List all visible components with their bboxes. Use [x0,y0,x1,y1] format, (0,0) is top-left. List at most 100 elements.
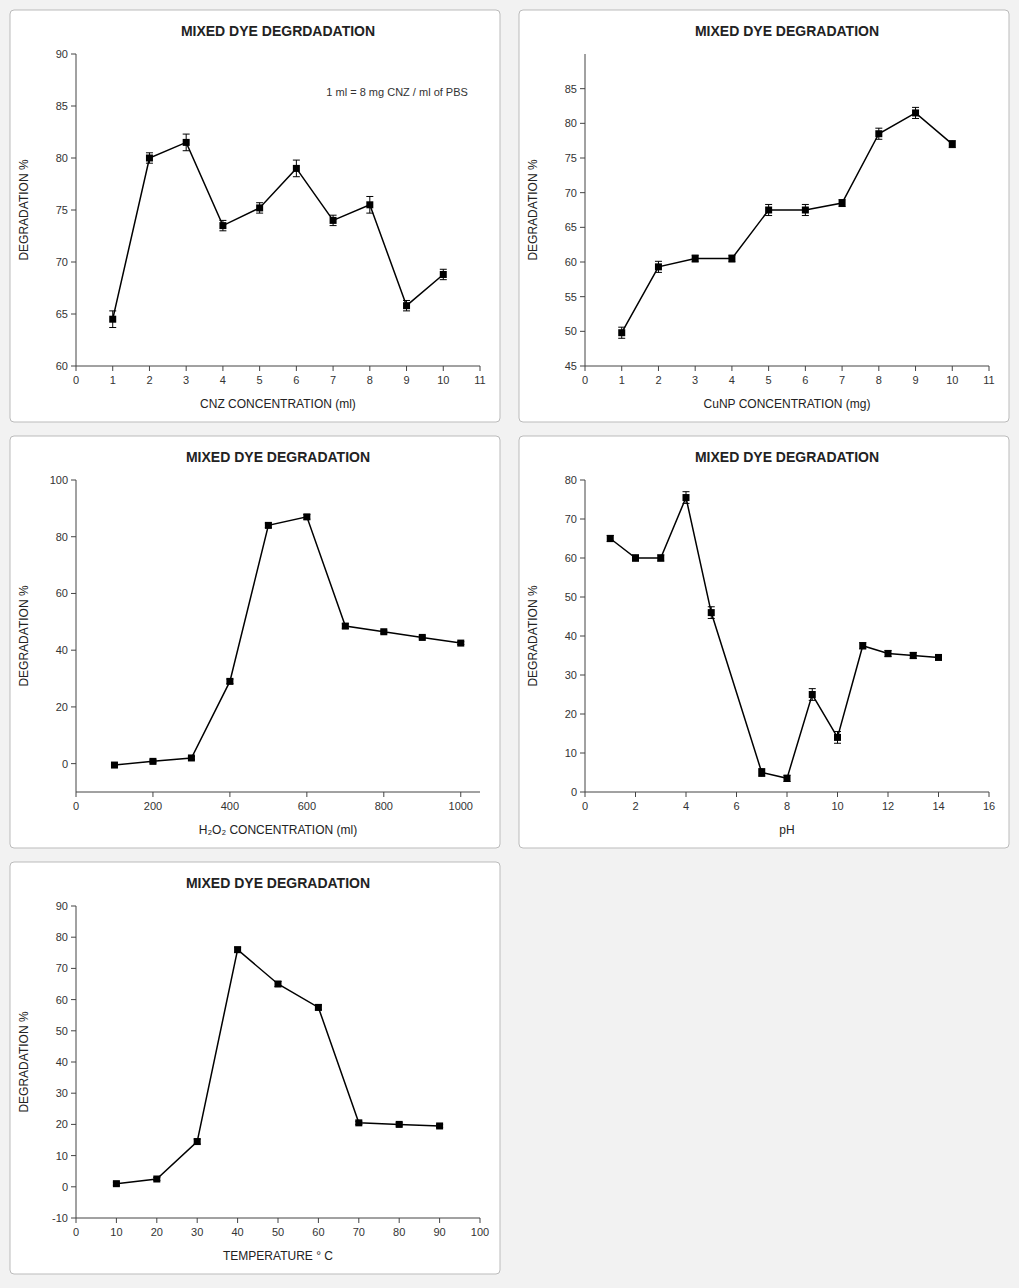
y-tick [580,123,585,124]
data-point [728,255,735,262]
error-bar [655,261,662,272]
y-tick-label: 20 [56,701,68,713]
subtitle: 1 ml = 8 mg CNZ / ml of PBS [326,86,468,98]
x-tick [222,366,223,371]
error-bar [839,200,846,207]
x-tick [989,792,990,797]
data-point [683,494,690,501]
x-tick-label: 3 [692,374,698,386]
error-bar [949,141,956,148]
y-tick-label: 80 [56,152,68,164]
x-tick-label: 4 [683,800,689,812]
x-tick-label: 9 [912,374,918,386]
data-line [116,950,439,1184]
data-point [457,640,464,647]
data-point [859,642,866,649]
x-tick-label: 100 [471,1226,489,1238]
error-bar [109,311,116,328]
x-tick-label: 6 [293,374,299,386]
y-tick [71,480,76,481]
data-point [839,200,846,207]
y-tick [71,54,76,55]
y-axis-line [76,480,77,792]
data-point [366,201,373,208]
x-tick-label: 14 [932,800,944,812]
y-tick [71,968,76,969]
x-tick-label: 2 [632,800,638,812]
error-bar [885,650,892,656]
x-axis-label: CNZ CONCENTRATION (ml) [200,397,356,411]
data-point [380,628,387,635]
data-point [146,155,153,162]
data-point [234,946,241,953]
y-tick-label: 65 [56,308,68,320]
x-tick [306,792,307,797]
x-tick [805,366,806,371]
error-bar [256,203,263,213]
x-tick-label: 4 [729,374,735,386]
x-tick-label: 70 [353,1226,365,1238]
x-tick [480,366,481,371]
panel-background [10,436,500,848]
x-tick [585,792,586,797]
y-tick [580,714,585,715]
y-tick [71,210,76,211]
x-tick-label: 8 [784,800,790,812]
error-bar [618,327,625,338]
y-tick-label: 75 [565,152,577,164]
x-tick [837,792,838,797]
y-tick-label: 30 [565,669,577,681]
x-tick-label: 200 [144,800,162,812]
y-tick [71,937,76,938]
y-tick-label: 50 [565,591,577,603]
panel: MIXED DYE DEGRADATION0200400600800100002… [10,436,500,848]
data-point [910,652,917,659]
error-bar [146,153,153,163]
x-tick-label: 10 [946,374,958,386]
x-tick-label: 12 [882,800,894,812]
error-bar [834,732,841,744]
x-tick [439,1218,440,1223]
x-tick [112,366,113,371]
y-tick-label: 40 [56,644,68,656]
x-tick-label: 0 [582,374,588,386]
x-tick-label: 10 [437,374,449,386]
y-tick-label: 50 [56,1025,68,1037]
y-tick-label: 60 [565,256,577,268]
x-tick-label: 11 [983,374,994,386]
x-tick-label: 7 [330,374,336,386]
y-tick-label: 60 [56,587,68,599]
error-bar [728,255,735,262]
data-point [194,1138,201,1145]
y-tick [580,192,585,193]
data-line [622,113,953,333]
x-tick [878,366,879,371]
y-tick-label: 75 [56,204,68,216]
data-point [436,1122,443,1129]
y-tick [71,650,76,651]
data-line [610,498,938,779]
x-tick-label: 1000 [449,800,473,812]
error-bar [784,775,791,781]
x-tick-label: 5 [766,374,772,386]
y-tick [580,158,585,159]
x-tick [585,366,586,371]
data-point [111,762,118,769]
x-tick [76,1218,77,1223]
y-tick [580,296,585,297]
y-tick-label: 40 [565,630,577,642]
x-tick-label: 8 [367,374,373,386]
y-tick [580,753,585,754]
y-tick [580,597,585,598]
error-bar [683,492,690,504]
x-tick [76,792,77,797]
y-tick-label: 80 [56,531,68,543]
x-tick-label: 30 [191,1226,203,1238]
x-tick-label: 0 [73,800,79,812]
x-tick-label: 1 [110,374,116,386]
y-tick-label: 65 [565,221,577,233]
error-bar [910,652,917,658]
x-tick [768,366,769,371]
y-axis-label: DEGRADATION % [17,1011,31,1112]
data-point [765,207,772,214]
